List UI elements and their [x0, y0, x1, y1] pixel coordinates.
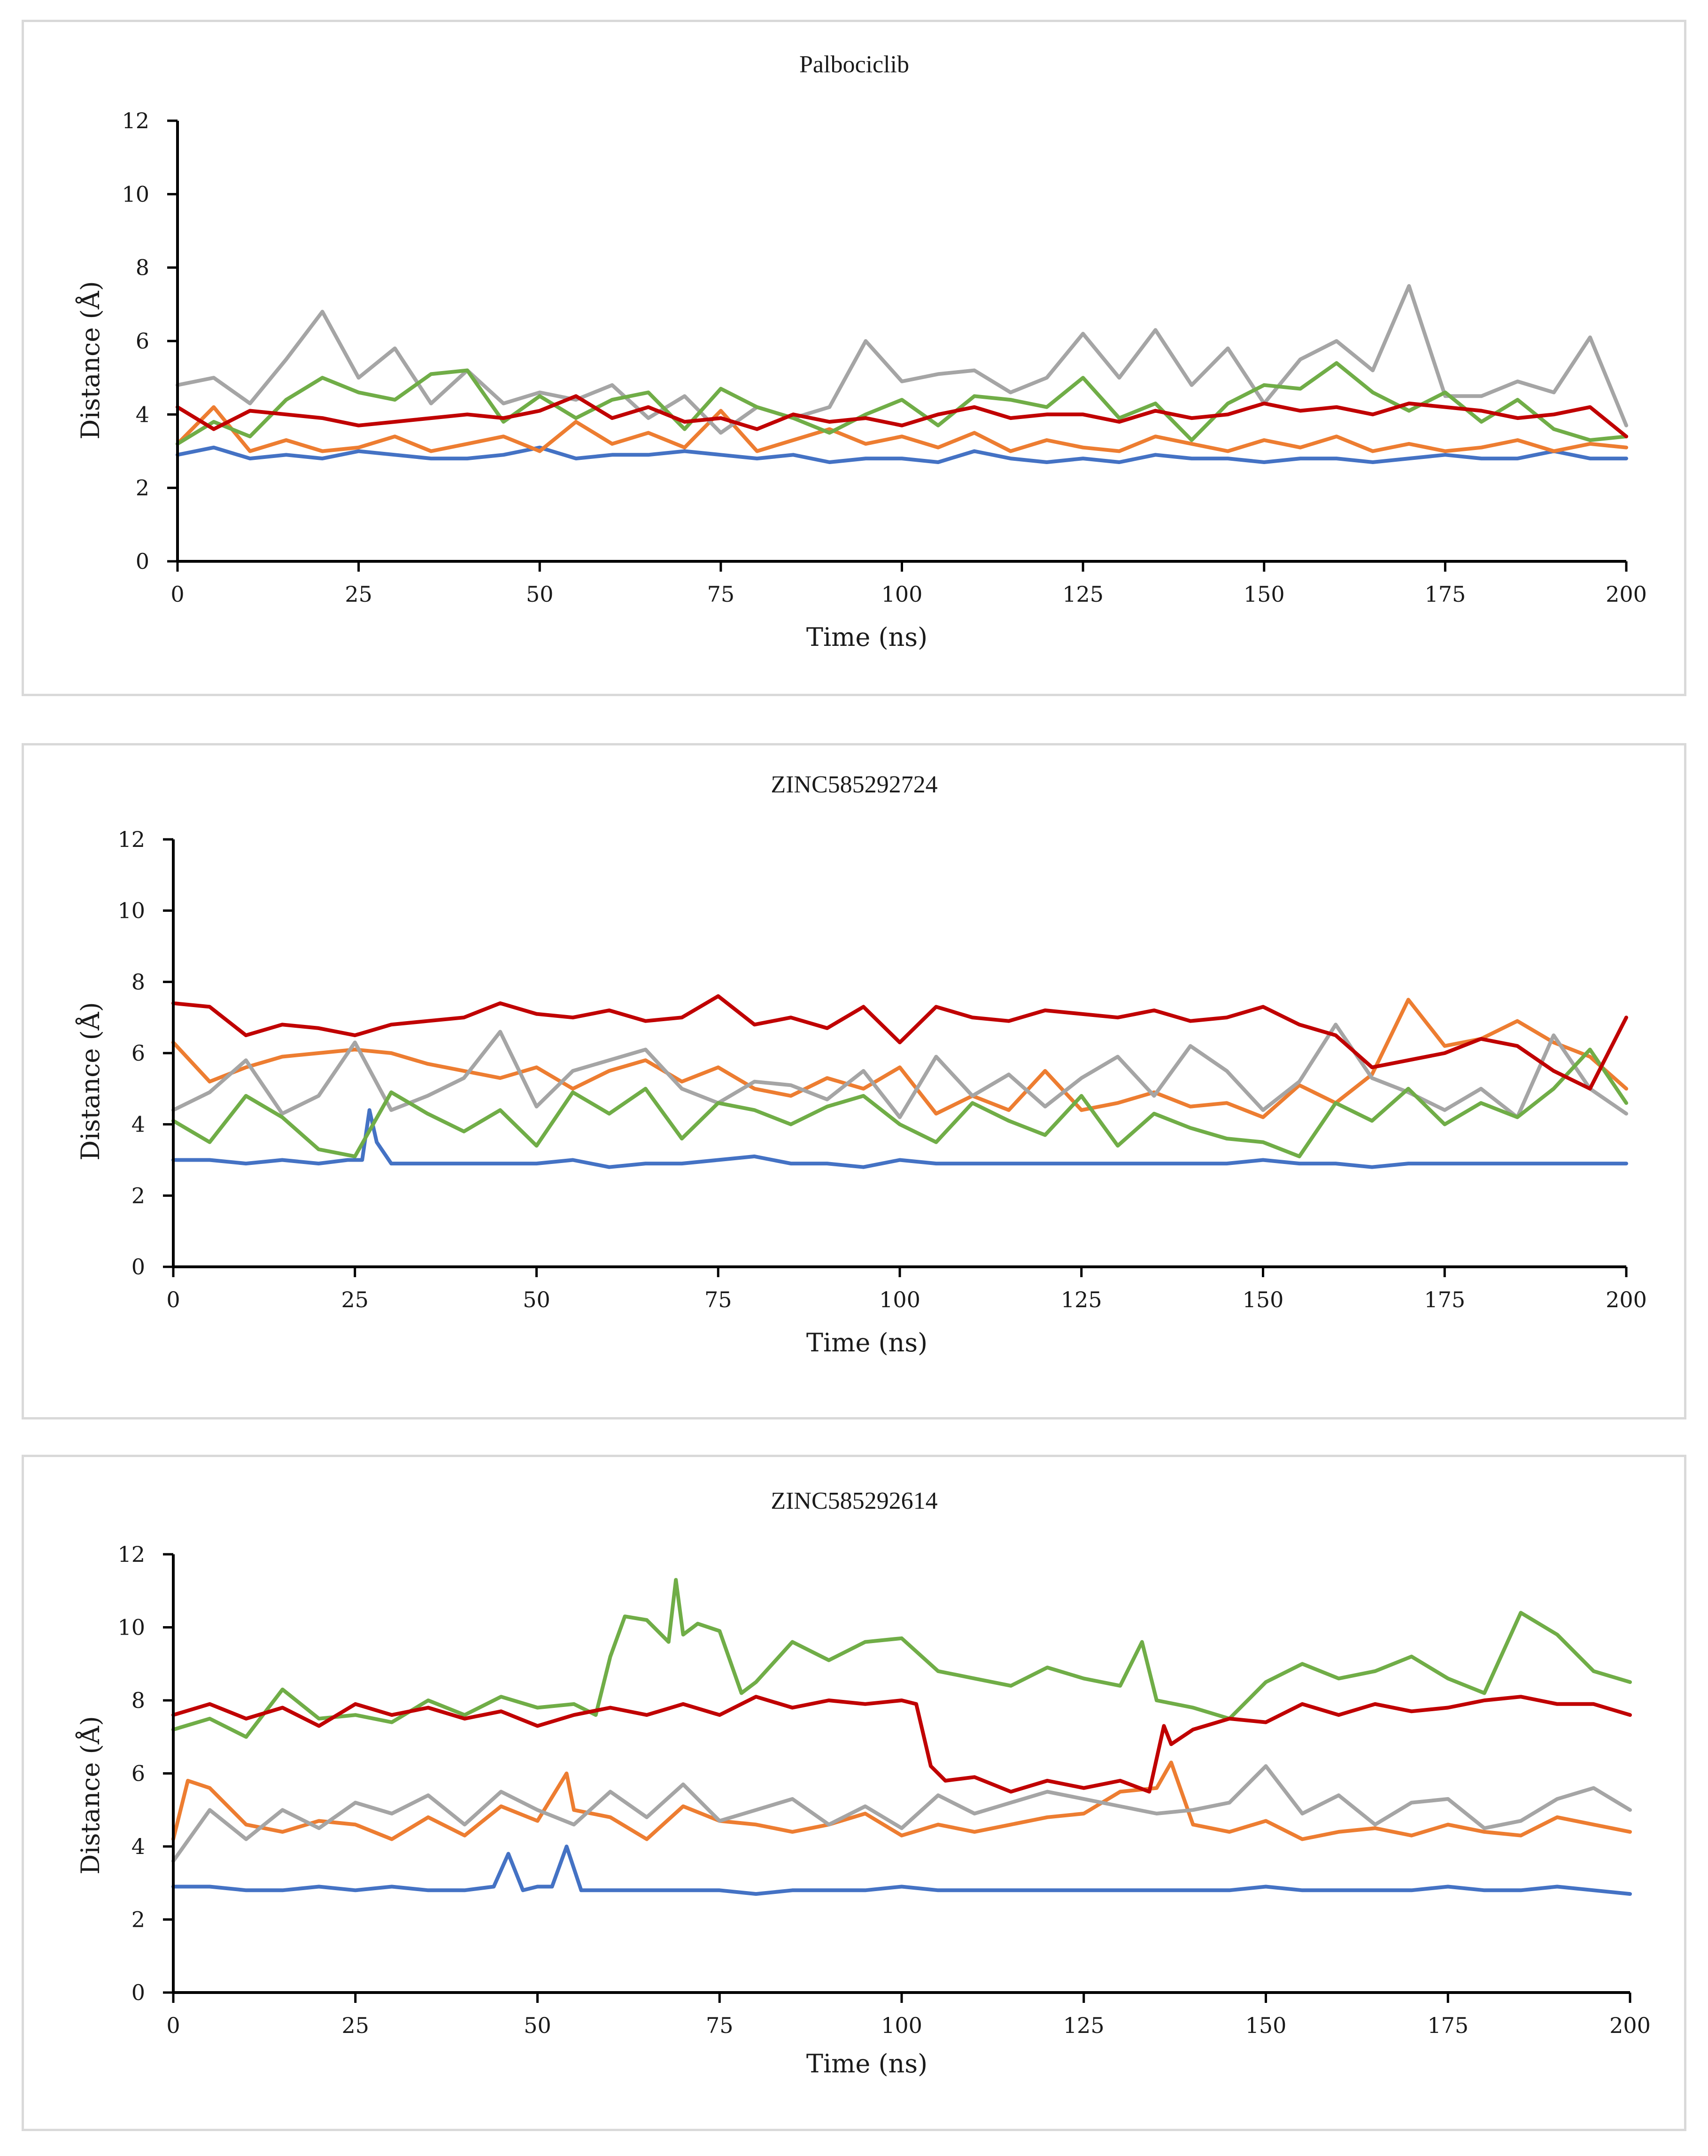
y-tick-label: 2	[131, 1907, 145, 1932]
x-tick-label: 50	[526, 582, 554, 607]
y-axis-label: Distance (Å)	[75, 281, 105, 439]
axis-ticks: 0 2 4 6 8 10 12 0 25 50 75 100 125 150 175 200	[122, 108, 1646, 607]
y-tick-label: 6	[131, 1761, 145, 1786]
chart-panel-zinc585292724: ZINC585292724 Distance (Å) Time (ns) 0 2 4…	[22, 743, 1686, 1419]
axes	[172, 839, 1626, 1268]
y-tick-label: 12	[117, 1542, 145, 1567]
series-line-gray	[171, 1764, 1632, 1863]
series-group	[171, 1578, 1632, 1896]
chart-panel-palbociclib: Palbociclib Distance (Å) Time (ns) 0 2 4 6 8…	[22, 20, 1686, 696]
series-line-orange	[171, 998, 1628, 1119]
x-tick-label: 100	[881, 2013, 922, 2038]
x-tick-label: 200	[1606, 1287, 1647, 1312]
x-tick-label: 50	[524, 2013, 551, 2038]
x-tick-label: 125	[1062, 582, 1104, 607]
x-tick-label: 150	[1244, 582, 1285, 607]
series-line-orange	[176, 405, 1628, 453]
y-tick-label: 10	[117, 1615, 145, 1640]
y-tick-label: 0	[131, 1980, 145, 2005]
x-tick-label: 100	[879, 1287, 920, 1312]
x-tick-label: 175	[1427, 2013, 1468, 2038]
x-tick-label: 175	[1424, 1287, 1465, 1312]
x-axis-label: Time (ns)	[806, 2049, 927, 2078]
series-group	[176, 284, 1628, 464]
y-tick-label: 12	[122, 108, 149, 133]
series-line-gray	[171, 1023, 1628, 1119]
chart-title: ZINC585292724	[771, 771, 937, 798]
y-tick-label: 4	[131, 1834, 145, 1859]
x-tick-label: 0	[170, 582, 184, 607]
axis-ticks: 0 2 4 6 8 10 12 0 25 50 75 100 125 150 175 200	[117, 827, 1646, 1312]
x-tick-label: 200	[1609, 2013, 1651, 2038]
chart-panel-zinc585292614: ZINC585292614 Distance (Å) Time (ns) 0 2 4…	[22, 1455, 1686, 2131]
axes	[172, 1554, 1630, 1994]
x-tick-label: 25	[345, 582, 372, 607]
y-tick-label: 2	[136, 475, 149, 501]
y-axis-label: Distance (Å)	[75, 1716, 105, 1874]
series-line-green	[171, 1578, 1632, 1739]
x-tick-label: 25	[341, 2013, 369, 2038]
series-line-green	[171, 1047, 1628, 1158]
y-tick-label: 6	[136, 328, 149, 354]
series-line-red	[176, 394, 1628, 439]
series-line-orange	[171, 1760, 1632, 1841]
chart-title: Palbociclib	[799, 51, 909, 78]
x-axis-label: Time (ns)	[806, 1328, 927, 1357]
x-tick-label: 200	[1606, 582, 1647, 607]
x-tick-label: 150	[1245, 2013, 1287, 2038]
y-axis-label: Distance (Å)	[75, 1002, 105, 1160]
x-tick-label: 175	[1424, 582, 1466, 607]
series-line-blue	[171, 1845, 1632, 1896]
axis-ticks: 0 2 4 6 8 10 12 0 25 50 75 100 125 150 175 200	[117, 1542, 1650, 2038]
y-tick-label: 8	[131, 969, 145, 994]
y-tick-label: 2	[131, 1183, 145, 1208]
y-tick-label: 6	[131, 1040, 145, 1066]
x-tick-label: 25	[341, 1287, 369, 1312]
series-line-green	[176, 361, 1628, 446]
chart-zinc585292614: ZINC585292614 Distance (Å) Time (ns) 0 2 4…	[75, 1488, 1651, 2078]
series-line-blue	[176, 445, 1628, 464]
chart-palbociclib: Palbociclib Distance (Å) Time (ns) 0 2 4 6 8…	[75, 51, 1647, 652]
x-axis-label: Time (ns)	[806, 622, 927, 652]
series-line-blue	[171, 1108, 1628, 1169]
series-line-gray	[176, 284, 1628, 435]
x-tick-label: 75	[707, 582, 735, 607]
x-tick-label: 0	[166, 2013, 180, 2038]
x-tick-label: 100	[881, 582, 923, 607]
y-tick-label: 4	[131, 1112, 145, 1137]
y-tick-label: 8	[131, 1688, 145, 1713]
y-tick-label: 0	[131, 1254, 145, 1280]
x-tick-label: 50	[523, 1287, 550, 1312]
series-line-red	[171, 1695, 1632, 1794]
y-tick-label: 8	[136, 255, 149, 280]
x-tick-label: 125	[1063, 2013, 1105, 2038]
x-tick-label: 125	[1061, 1287, 1102, 1312]
x-tick-label: 0	[166, 1287, 180, 1312]
y-tick-label: 10	[122, 181, 149, 207]
chart-title: ZINC585292614	[771, 1488, 937, 1514]
axes	[176, 121, 1626, 563]
y-tick-label: 10	[117, 898, 145, 923]
y-tick-label: 0	[136, 549, 149, 574]
x-tick-label: 75	[706, 2013, 734, 2038]
series-group	[171, 994, 1628, 1169]
chart-zinc585292724: ZINC585292724 Distance (Å) Time (ns) 0 2 4…	[75, 771, 1647, 1357]
y-tick-label: 4	[136, 402, 149, 427]
x-tick-label: 150	[1243, 1287, 1284, 1312]
y-tick-label: 12	[117, 827, 145, 852]
series-line-red	[171, 994, 1628, 1091]
x-tick-label: 75	[704, 1287, 732, 1312]
